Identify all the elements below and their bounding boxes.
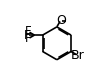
Text: F: F	[25, 25, 31, 38]
Text: F: F	[24, 29, 31, 42]
Text: F: F	[25, 32, 31, 45]
Text: O: O	[56, 14, 66, 27]
Text: Br: Br	[71, 49, 85, 62]
